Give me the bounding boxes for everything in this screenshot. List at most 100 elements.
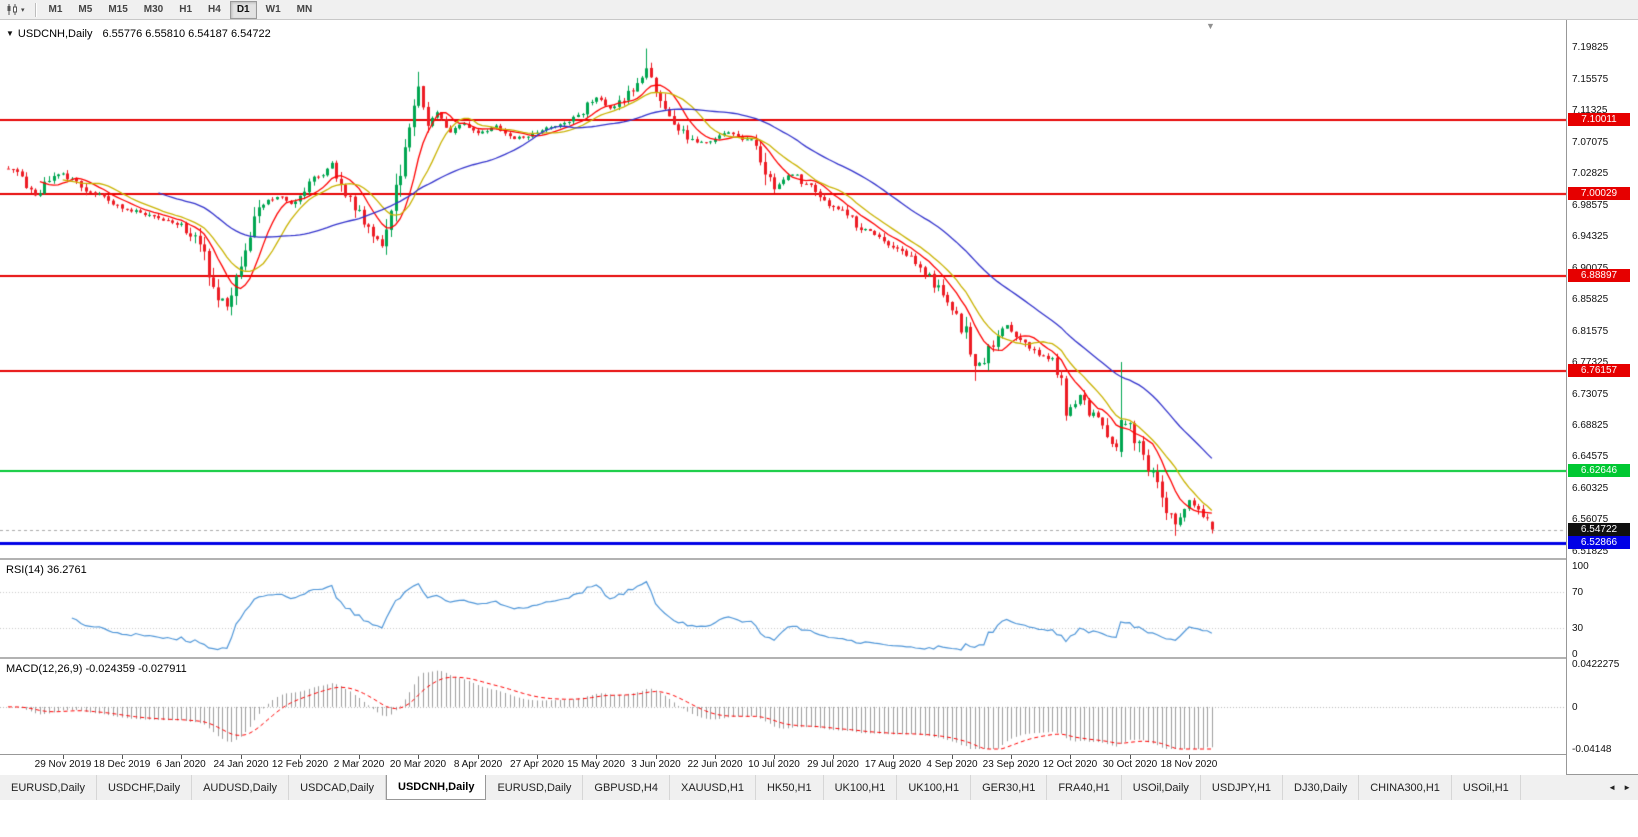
timeframe-button-h4[interactable]: H4: [208, 3, 221, 15]
chart-tab-usoil-h1[interactable]: USOil,H1: [1452, 775, 1521, 800]
level-price-badge: 7.10011: [1568, 113, 1630, 126]
chart-tab-usdchf-daily[interactable]: USDCHF,Daily: [97, 775, 193, 800]
chart-tab-fra40-h1[interactable]: FRA40,H1: [1047, 775, 1122, 800]
chart-tab-uk100-h1[interactable]: UK100,H1: [897, 775, 972, 800]
date-tick: [122, 755, 123, 759]
timeframe-toolbar: ▾ M1 M5 M15 M30 H1 H4 D1 W1 MN: [0, 0, 1638, 20]
date-tick: [181, 755, 182, 759]
macd-axis-label: -0.04148: [1572, 744, 1612, 755]
chart-title: ▼ USDCNH,Daily 6.55776 6.55810 6.54187 6.5…: [6, 28, 271, 40]
chart-tab-usdcad-daily[interactable]: USDCAD,Daily: [289, 775, 387, 800]
tab-scroll-right-icon[interactable]: ►: [1623, 783, 1631, 792]
timeframe-button-h1[interactable]: H1: [179, 3, 193, 15]
chart-type-button[interactable]: ▾: [3, 2, 28, 17]
date-axis-label: 29 Nov 2019: [34, 759, 92, 770]
date-axis-label: 18 Nov 2020: [1160, 759, 1218, 770]
timeframe-button-m15[interactable]: M15: [108, 3, 128, 15]
timeframe-button-mn[interactable]: MN: [296, 3, 313, 15]
rsi-pane-canvas[interactable]: [0, 560, 1566, 657]
chart-window: 7.19825 7.15575 7.11325 7.07075 7.02825 6.985…: [0, 20, 1638, 775]
chart-tab-china300-h1[interactable]: CHINA300,H1: [1359, 775, 1452, 800]
timeframe-button-m30[interactable]: M30: [143, 3, 164, 15]
tab-scroll-left-icon[interactable]: ◄: [1608, 783, 1617, 792]
chart-tabbar: EURUSD,Daily USDCHF,Daily AUDUSD,Daily USDC…: [0, 774, 1638, 800]
date-axis-label: 30 Oct 2020: [1102, 759, 1158, 770]
rsi-indicator-label: RSI(14) 36.2761: [6, 564, 87, 576]
chart-tab-hk50-h1[interactable]: HK50,H1: [756, 775, 824, 800]
level-price-badge: 6.76157: [1568, 364, 1630, 377]
collapse-indicator-icon[interactable]: ▼: [6, 29, 14, 38]
chart-tab-eurusd-daily[interactable]: EURUSD,Daily: [486, 775, 584, 800]
price-axis: 7.19825 7.15575 7.11325 7.07075 7.02825 6.985…: [1566, 20, 1638, 774]
chart-tab-dj30-daily[interactable]: DJ30,Daily: [1283, 775, 1360, 800]
date-tick: [596, 755, 597, 759]
chart-tab-uk100-h1[interactable]: UK100,H1: [824, 775, 898, 800]
chart-tab-eurusd-daily[interactable]: EURUSD,Daily: [0, 775, 97, 800]
price-axis-label: 6.68825: [1572, 420, 1609, 431]
date-axis-label: 27 Apr 2020: [510, 759, 564, 770]
rsi-axis-label: 70: [1572, 587, 1584, 598]
level-price-badge: 7.00029: [1568, 187, 1630, 200]
price-axis-label: 7.15575: [1572, 74, 1609, 85]
price-axis-label: 6.77325: [1572, 357, 1609, 368]
chart-shift-marker[interactable]: ▼: [1206, 21, 1215, 31]
date-tick: [774, 755, 775, 759]
chart-tab-ger30-h1[interactable]: GER30,H1: [971, 775, 1048, 800]
chart-tabs: EURUSD,Daily USDCHF,Daily AUDUSD,Daily USDC…: [0, 775, 1601, 800]
date-tick: [1070, 755, 1071, 759]
tab-scroll-buttons: ◄ ►: [1601, 775, 1638, 800]
pane-splitter[interactable]: [0, 558, 1638, 560]
date-axis-label: 22 Jun 2020: [687, 759, 743, 770]
price-axis-label: 7.11325: [1572, 105, 1608, 116]
level-price-badge: 6.88897: [1568, 269, 1630, 282]
timeframe-button-d1[interactable]: D1: [229, 0, 257, 19]
timeframe-button-m5[interactable]: M5: [78, 3, 93, 15]
date-tick: [833, 755, 834, 759]
level-price-badge: 6.62646: [1568, 464, 1630, 477]
chart-tab-usdjpy-h1[interactable]: USDJPY,H1: [1201, 775, 1284, 800]
main-chart-canvas[interactable]: [0, 20, 1566, 558]
macd-pane-canvas[interactable]: [0, 659, 1566, 754]
toolbar-separator: [34, 2, 36, 17]
date-tick: [715, 755, 716, 759]
date-tick: [656, 755, 657, 759]
date-tick: [478, 755, 479, 759]
date-tick: [537, 755, 538, 759]
chart-tab-gbpusd-h4[interactable]: GBPUSD,H4: [583, 775, 670, 800]
date-axis-label: 4 Sep 2020: [926, 759, 978, 770]
date-axis-label: 12 Feb 2020: [271, 759, 329, 770]
rsi-axis-label: 30: [1572, 623, 1584, 634]
timeframe-button-w1[interactable]: W1: [265, 3, 281, 15]
date-tick: [1130, 755, 1131, 759]
date-axis: 29 Nov 2019 18 Dec 2019 6 Jan 2020 24 Jan 2…: [0, 754, 1566, 775]
timeframe-buttons: M1 M5 M15 M30 H1 H4 D1 W1 MN: [41, 0, 321, 19]
date-tick: [359, 755, 360, 759]
price-axis-label: 6.73075: [1572, 389, 1609, 400]
chart-title-symbol: USDCNH,Daily: [17, 28, 93, 40]
date-axis-label: 3 Jun 2020: [631, 759, 681, 770]
chevron-down-icon: ▾: [21, 6, 25, 14]
chart-tab-xauusd-h1[interactable]: XAUUSD,H1: [670, 775, 756, 800]
price-axis-label: 7.02825: [1572, 168, 1609, 179]
pane-splitter[interactable]: [0, 657, 1638, 659]
date-axis-label: 10 Jul 2020: [748, 759, 800, 770]
candlestick-chart-icon: [7, 4, 17, 15]
date-tick: [241, 755, 242, 759]
price-axis-label: 7.07075: [1572, 137, 1609, 148]
chart-tab-usoil-daily[interactable]: USOil,Daily: [1122, 775, 1201, 800]
timeframe-button-m1[interactable]: M1: [48, 3, 63, 15]
macd-axis-label: 0: [1572, 702, 1578, 713]
date-tick: [893, 755, 894, 759]
price-axis-label: 6.98575: [1572, 200, 1609, 211]
date-tick: [300, 755, 301, 759]
date-axis-label: 15 May 2020: [567, 759, 625, 770]
chart-tab-audusd-daily[interactable]: AUDUSD,Daily: [192, 775, 290, 800]
date-tick: [1011, 755, 1012, 759]
date-axis-label: 24 Jan 2020: [213, 759, 269, 770]
price-axis-label: 6.60325: [1572, 483, 1609, 494]
chart-tab-usdcnh-daily[interactable]: USDCNH,Daily: [386, 775, 487, 800]
macd-indicator-label: MACD(12,26,9) -0.024359 -0.027911: [6, 663, 187, 675]
date-axis-label: 17 Aug 2020: [864, 759, 922, 770]
price-axis-label: 6.94325: [1572, 231, 1609, 242]
price-axis-label: 6.51825: [1572, 546, 1609, 557]
